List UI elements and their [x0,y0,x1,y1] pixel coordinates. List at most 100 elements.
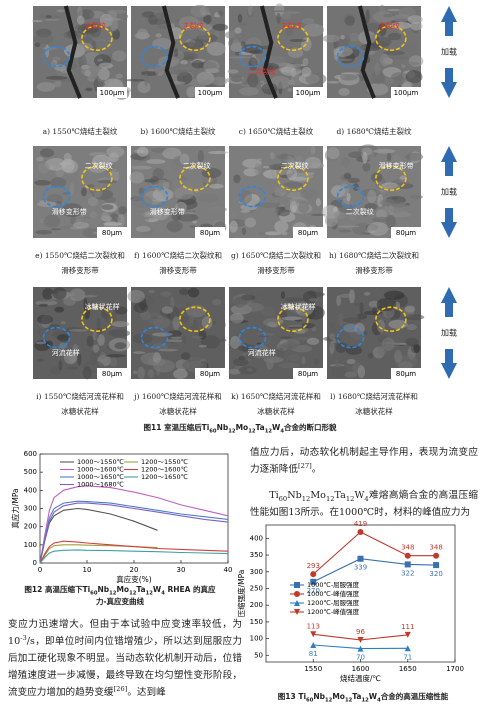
text-run: 60 [209,428,217,435]
text-run: RHEA 的真应力-真应变曲线 [95,585,216,606]
texture [273,184,290,193]
texture [302,23,325,37]
texture [44,18,60,21]
texture [106,9,127,14]
texture [181,352,191,360]
texture [376,319,385,333]
texture [371,70,385,85]
figure-caption: 图13 Ti60Nb12Mo12Ta12W4合金的高温压缩性能 [258,691,468,703]
micrograph: 主裂纹 100μm [322,4,424,99]
texture [136,146,149,157]
caption-line: 冰糖状花样 [159,407,197,416]
scale-label: 80μm [102,370,122,378]
texture [97,58,103,62]
texture [211,76,228,86]
texture [50,177,67,188]
texture [171,208,182,222]
texture [196,34,219,43]
texture [56,9,65,13]
data-label: 339 [354,564,367,572]
texture [270,152,275,160]
texture [302,17,315,25]
texture [49,367,62,375]
texture [88,215,99,229]
texture [185,304,207,318]
texture [114,342,127,350]
micrograph-label: 主裂纹 [379,21,400,30]
texture [332,207,339,213]
texture [183,56,196,59]
marker-circle [42,45,71,68]
texture [228,342,244,347]
texture [405,337,419,347]
text-run: 12 [325,697,333,704]
texture [112,28,121,40]
texture [281,231,288,236]
texture [174,69,188,77]
y-tick-label: 500 [24,468,37,476]
marker-circle [375,165,407,191]
texture [387,8,401,12]
texture [336,58,353,62]
texture [152,332,173,337]
micrograph-label: 二次裂纹 [281,161,309,170]
caption-line: d) 1680℃烧结主裂纹 [336,127,412,136]
texture [398,361,413,370]
text-run: 。达到峰 [127,687,166,698]
texture [387,32,402,41]
marker-circle [179,25,211,52]
text-run: 12 [264,428,273,435]
texture [280,152,288,163]
legend-label: 1000～1550℃ [77,458,124,466]
text-run: W [354,490,365,501]
text-run: [26] [113,684,128,693]
data-label: 113 [307,622,320,630]
texture [295,302,314,316]
panel-caption: e) 1550℃烧结二次裂纹和 滑移变形带 [27,248,133,278]
x-tick-label: 20 [130,566,139,574]
texture [108,329,131,338]
caption-line: j) 1600℃烧结河流花样和 [134,392,222,401]
texture [155,33,162,38]
x-axis-label: 烧结温度/℃ [340,673,381,683]
texture [62,191,72,195]
text-run: Mo [310,490,326,501]
text-run: /s，即单位时间内位错增殖少，所以达到屈服应力后加工硬化现象不明显。当动态软化机… [8,636,242,698]
text-run: 12 [248,428,256,435]
texture [271,38,279,47]
texture [280,341,298,350]
data-label: 348 [401,544,414,552]
text-run: 4 [377,697,381,704]
texture [279,336,293,339]
panel-caption: k) 1650℃烧结河流花样和 冰糖状花样 [223,389,329,419]
texture [117,214,125,228]
micrograph-label: 主裂纹 [281,21,302,30]
texture [172,316,181,331]
micrograph-label: 主裂纹 [183,21,204,30]
texture [69,226,83,230]
texture [103,196,116,204]
panel-caption: c) 1650℃烧结主裂纹 [223,124,329,139]
point [294,582,300,588]
texture [342,317,362,323]
micrograph-label: 主裂纹 [85,21,106,30]
y-tick-label: 350 [250,551,263,559]
texture [170,296,175,310]
texture [344,371,357,378]
texture [299,310,308,321]
texture [341,156,351,168]
legend-label: 1200～1600℃ [141,466,188,474]
texture [310,145,316,155]
caption-line: 滑移变形带 [355,266,393,275]
point [310,631,317,638]
texture [140,311,152,321]
texture [76,15,85,25]
texture [230,212,237,219]
panel-caption: a) 1550℃烧结主裂纹 [27,124,133,139]
texture [46,75,68,80]
point [294,600,300,606]
texture [240,190,252,204]
marker-circle [42,185,71,208]
